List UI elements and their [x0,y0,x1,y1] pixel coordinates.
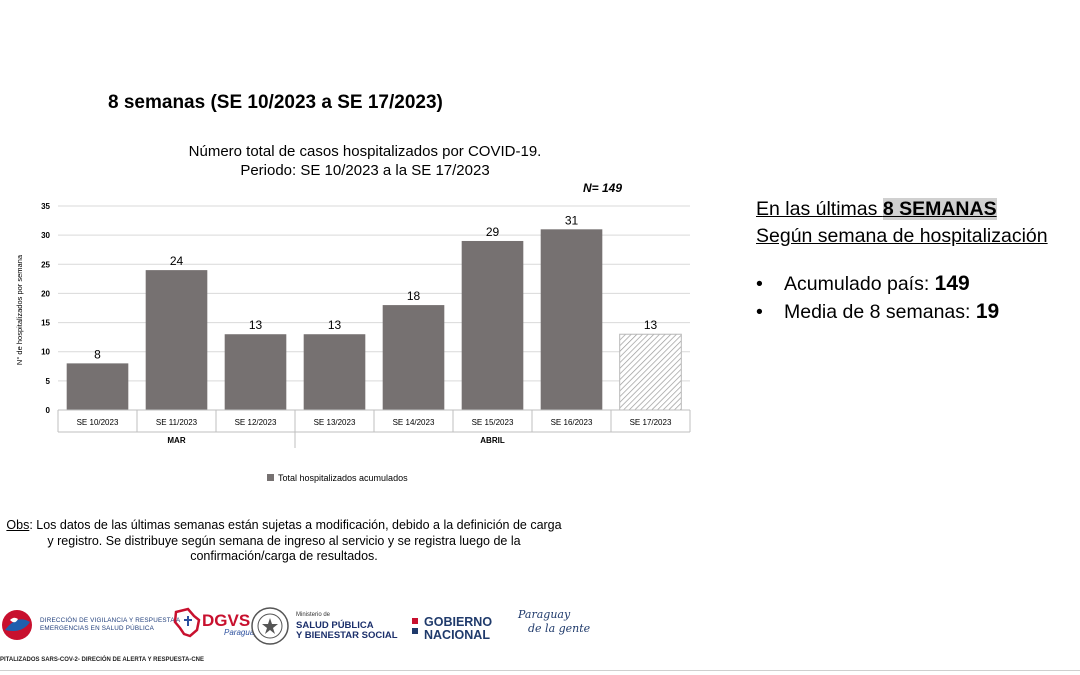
data-label: 29 [486,225,500,239]
bar-1 [66,363,129,410]
y-tick-label: 5 [46,377,51,386]
gobierno-text-1: GOBIERNO [424,615,493,629]
gobierno-logo: GOBIERNO NACIONAL [412,616,492,642]
category-label: SE 13/2023 [314,418,356,427]
bullet-label: Media de 8 semanas: [784,301,976,323]
category-label: SE 15/2023 [472,418,514,427]
bar-3 [224,334,287,410]
bullet-average: • Media de 8 semanas: 19 [756,298,1080,326]
category-label: SE 12/2023 [235,418,277,427]
legend: Total hospitalizados acumulados [267,473,408,483]
legend-label: Total hospitalizados acumulados [278,473,408,483]
dvr-emblem-icon [2,610,32,640]
chart-title-line-1: Número total de casos hospitalizados por… [188,143,542,160]
bullet-value: 149 [934,272,970,295]
bar-5 [382,305,445,410]
obs-text: : Los datos de las últimas semanas están… [29,518,562,563]
data-label: 24 [170,254,184,268]
y-axis-label: N° de hospitalizados por semana [15,254,24,365]
data-label: 13 [328,318,342,332]
msp-text-2: Y BIENESTAR SOCIAL [296,630,398,641]
gobierno-flag-icon [412,618,418,642]
summary-bullets: • Acumulado país: 149 • Media de 8 seman… [756,270,1080,326]
chart-title: Número total de casos hospitalizados por… [140,142,590,180]
y-tick-label: 35 [41,202,50,211]
x-axis-categories: SE 10/2023 SE 11/2023 SE 12/2023 SE 13/2023… [77,418,672,427]
summary-line-1-text: En las últimas [756,198,883,220]
data-label: 18 [407,289,421,303]
msp-small-text: Ministerio de [296,612,331,618]
dgvs-subtext: Paraguay [224,628,259,637]
y-tick-label: 30 [41,231,50,240]
gobierno-text-2: NACIONAL [424,628,490,642]
msp-text-1: SALUD PÚBLICA [296,619,374,631]
bullet-dot: • [756,273,763,295]
msp-logo: Ministerio de SALUD PÚBLICA Y BIENESTAR … [296,610,398,642]
obs-label: Obs [6,518,30,532]
republic-seal-icon [251,607,289,645]
bar-4 [303,334,366,410]
pdz-text-2: de la gente [528,622,591,635]
y-tick-label: 0 [46,406,51,415]
dgvs-text: DGVS [202,611,251,630]
dvr-text-2: EMERGENCIAS EN SALUD PÚBLICA [40,625,155,632]
paraguay-map-icon [173,607,201,638]
summary-highlight: 8 SEMANAS [882,198,997,220]
bar-2 [145,270,208,410]
n-total-label: N= 149 [583,181,623,195]
y-tick-label: 15 [41,319,50,328]
summary-panel: En las últimas 8 SEMANAS Según semana de… [756,196,1080,326]
data-labels: 8 24 13 13 18 29 31 13 [94,213,657,361]
logo-strip: DIRECCIÓN DE VIGILANCIA Y RESPUESTA A EM… [0,602,600,650]
dvr-logo: DIRECCIÓN DE VIGILANCIA Y RESPUESTA A EM… [0,608,180,642]
y-tick-label: 20 [41,289,50,298]
slide-heading: 8 semanas (SE 10/2023 a SE 17/2023) [108,92,443,113]
y-axis-ticks: 0 5 10 15 20 25 30 35 [41,202,50,415]
observation-note: Obs: Los datos de las últimas semanas es… [6,518,562,565]
bullet-label: Acumulado país: [784,273,935,295]
bullet-accumulated: • Acumulado país: 149 [756,270,1080,298]
bar-8 [619,333,682,411]
x-axis-months: MAR ABRIL [57,409,691,448]
data-label: 8 [94,347,101,361]
category-label: SE 16/2023 [551,418,593,427]
bullet-value: 19 [975,300,1000,323]
dgvs-logo: DGVS Paraguay [172,606,258,642]
summary-line-2: Según semana de hospitalización [756,225,1048,247]
month-label: MAR [167,436,185,445]
footer-text: PITALIZADOS SARS-COV-2- DIRECIÓN DE ALER… [0,657,205,663]
bottom-divider [0,670,1080,671]
paraguay-de-la-gente-logo: Paraguay de la gente [518,608,590,636]
legend-swatch [267,474,274,481]
bullet-dot: • [756,301,763,323]
dvr-text-1: DIRECCIÓN DE VIGILANCIA Y RESPUESTA A [40,617,181,624]
bar-7 [540,229,603,410]
chart-title-line-2: Periodo: SE 10/2023 a la SE 17/2023 [240,162,490,179]
category-label: SE 11/2023 [156,418,198,427]
data-label: 31 [565,213,579,227]
bar-6 [461,240,524,410]
category-label: SE 10/2023 [77,418,119,427]
month-label: ABRIL [480,436,505,445]
hospitalizations-bar-chart: 0 5 10 15 20 25 30 35 N° de hospitalizados por … [15,202,691,483]
y-tick-label: 10 [41,348,50,357]
data-label: 13 [644,318,658,332]
summary-line-1: En las últimas 8 SEMANAS [756,196,1080,223]
category-label: SE 14/2023 [393,418,435,427]
y-tick-label: 25 [41,260,50,269]
category-label: SE 17/2023 [630,418,672,427]
data-label: 13 [249,318,263,332]
pdz-text-1: Paraguay [518,608,571,621]
bars [66,229,682,411]
